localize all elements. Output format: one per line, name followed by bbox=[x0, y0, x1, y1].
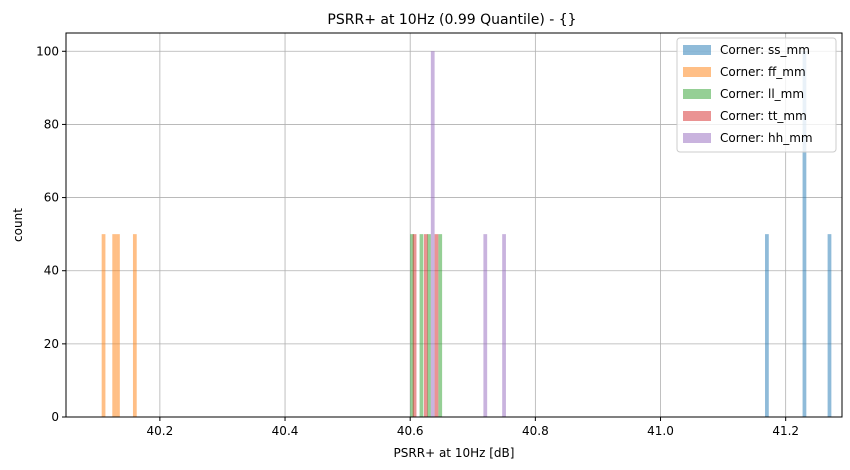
x-tick-label: 40.4 bbox=[272, 424, 299, 438]
legend-swatch bbox=[683, 67, 711, 77]
legend-box bbox=[676, 37, 837, 153]
legend-label: Corner: ll_mm bbox=[720, 87, 804, 101]
legend-swatch bbox=[683, 45, 711, 55]
bars bbox=[101, 51, 832, 418]
legend: Corner: ss_mm Corner: ff_mm Corner: ll_mm C… bbox=[676, 37, 837, 153]
bar-series-0 bbox=[765, 234, 769, 417]
legend-swatch bbox=[683, 133, 711, 143]
bar-series-1 bbox=[101, 234, 106, 417]
bar-series-4 bbox=[502, 234, 506, 417]
bar-series-3 bbox=[434, 234, 439, 417]
bar-series-0 bbox=[827, 234, 832, 417]
y-tick-label: 40 bbox=[44, 264, 59, 278]
bar-series-2 bbox=[427, 234, 431, 417]
axis-ticks: 40.2 40.4 40.6 40.8 41.0 41.2 0 20 40 60 80 100 bbox=[36, 44, 799, 438]
x-tick-label: 40.8 bbox=[522, 424, 549, 438]
y-tick-label: 80 bbox=[44, 117, 59, 131]
legend-label: Corner: ss_mm bbox=[720, 43, 810, 57]
x-tick-label: 40.6 bbox=[397, 424, 424, 438]
legend-label: Corner: hh_mm bbox=[720, 131, 813, 145]
bar-series-1 bbox=[112, 234, 117, 417]
y-tick-label: 0 bbox=[51, 410, 59, 424]
y-tick-label: 20 bbox=[44, 337, 59, 351]
x-axis-label: PSRR+ at 10Hz [dB] bbox=[394, 446, 515, 460]
bar-series-2 bbox=[438, 234, 443, 417]
bar-series-1 bbox=[132, 234, 137, 417]
bar-series-2 bbox=[410, 234, 414, 417]
y-tick-label: 100 bbox=[36, 44, 59, 58]
y-axis-label: count bbox=[11, 208, 25, 242]
bar-series-3 bbox=[423, 234, 428, 417]
legend-swatch bbox=[683, 89, 711, 99]
bar-series-4 bbox=[483, 234, 488, 417]
x-tick-label: 41.2 bbox=[772, 424, 799, 438]
legend-label: Corner: tt_mm bbox=[720, 109, 807, 123]
legend-label: Corner: ff_mm bbox=[720, 65, 806, 79]
x-tick-label: 41.0 bbox=[647, 424, 674, 438]
bar-series-4 bbox=[430, 51, 435, 418]
legend-swatch bbox=[683, 111, 711, 121]
bar-series-0 bbox=[802, 51, 807, 418]
y-tick-label: 60 bbox=[44, 191, 59, 205]
chart-title: PSRR+ at 10Hz (0.99 Quantile) - {} bbox=[327, 12, 576, 28]
plot-frame bbox=[65, 32, 843, 418]
bar-series-3 bbox=[412, 234, 417, 417]
x-tick-label: 40.2 bbox=[147, 424, 174, 438]
bar-series-2 bbox=[419, 234, 424, 417]
bar-series-1 bbox=[116, 234, 120, 417]
